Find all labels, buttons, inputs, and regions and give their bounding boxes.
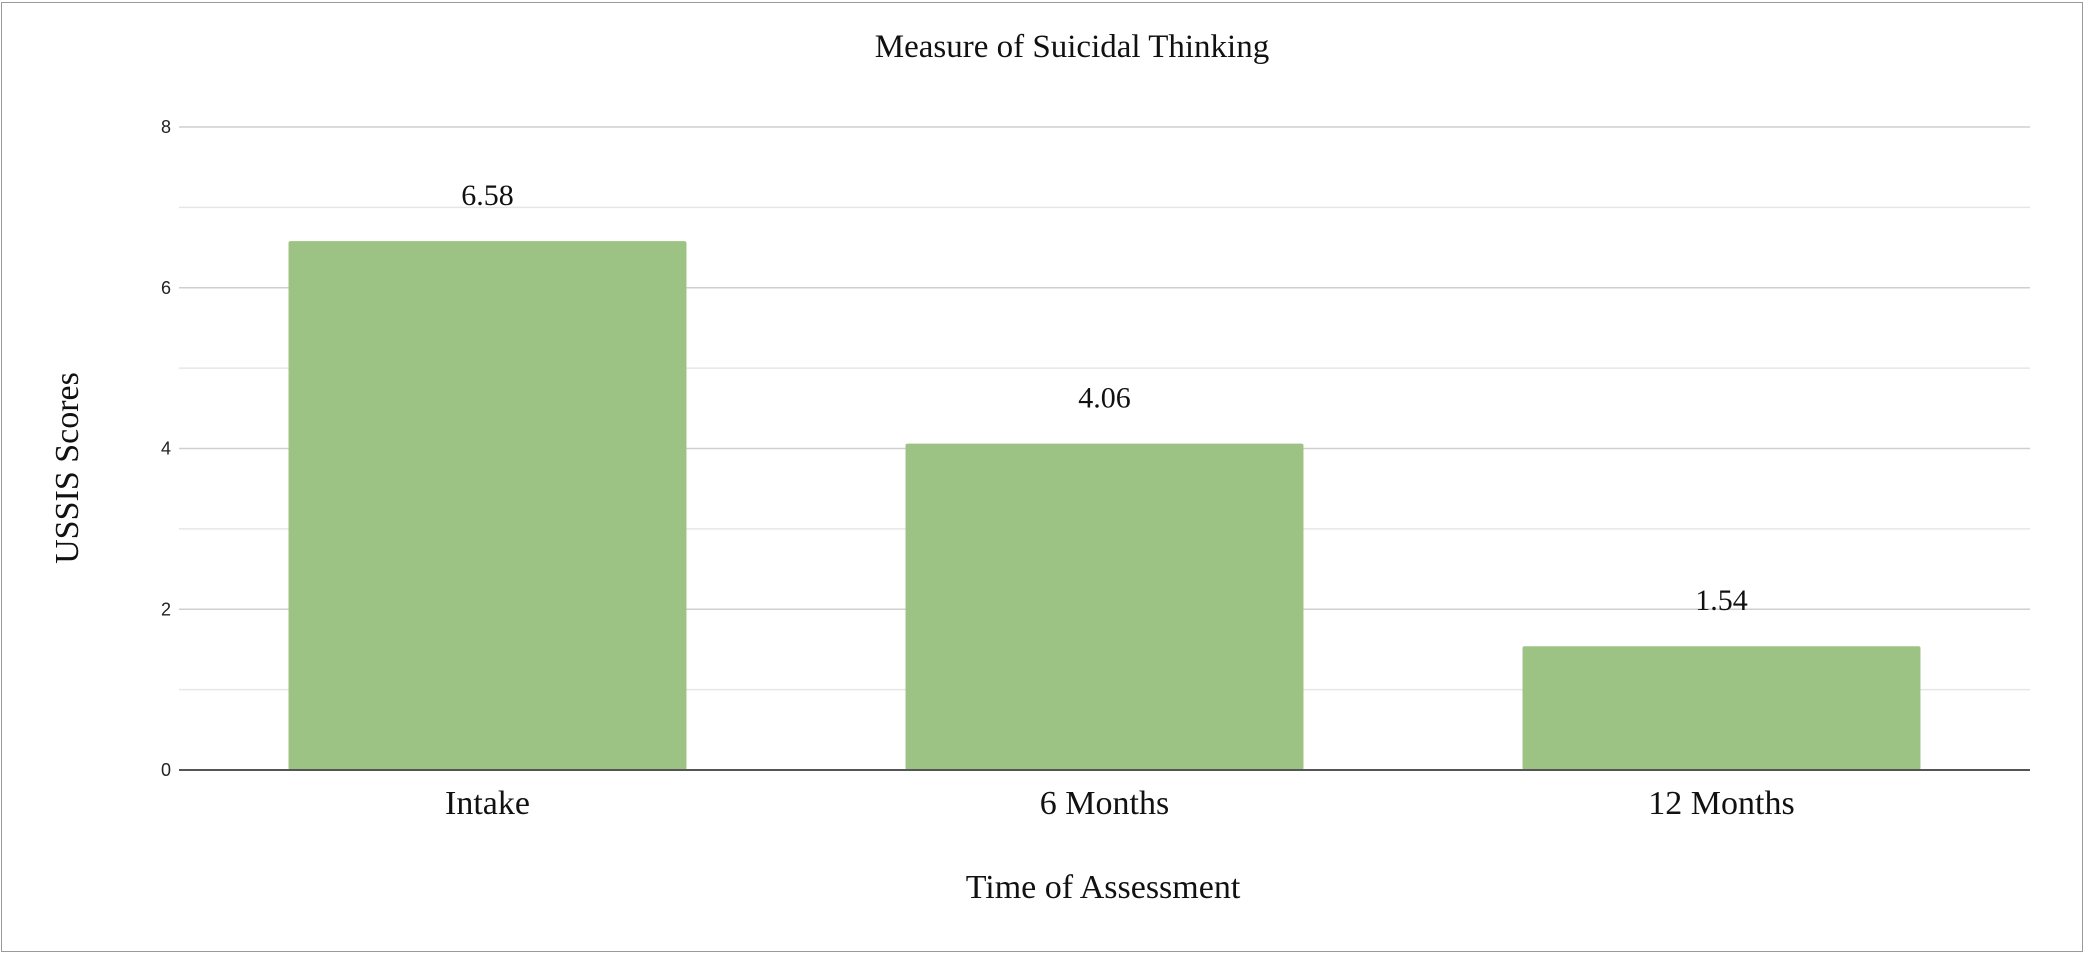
bar-6-months <box>905 443 1304 770</box>
x-axis-ticks: Intake 6 Months 12 Months <box>445 785 1795 822</box>
data-labels: 6.58 4.06 1.54 <box>461 179 1748 617</box>
data-label: 1.54 <box>1695 584 1748 617</box>
bar-intake <box>288 241 687 770</box>
y-tick-label: 4 <box>161 439 171 459</box>
y-tick-label: 2 <box>161 599 171 619</box>
x-tick-label: 6 Months <box>1040 785 1169 822</box>
y-tick-label: 0 <box>161 760 171 780</box>
y-axis-ticks: 0 2 4 6 8 <box>161 117 171 780</box>
data-label: 4.06 <box>1078 382 1131 415</box>
bar-12-months <box>1522 646 1921 770</box>
x-axis-title: Time of Assessment <box>966 869 1241 906</box>
x-tick-label: 12 Months <box>1648 785 1794 822</box>
data-label: 6.58 <box>461 179 514 212</box>
bars <box>288 241 1921 770</box>
y-axis-title: USSIS Scores <box>49 372 86 564</box>
chart-title: Measure of Suicidal Thinking <box>875 29 1269 65</box>
y-tick-label: 6 <box>161 278 171 298</box>
y-tick-label: 8 <box>161 117 171 137</box>
x-tick-label: Intake <box>445 785 530 822</box>
